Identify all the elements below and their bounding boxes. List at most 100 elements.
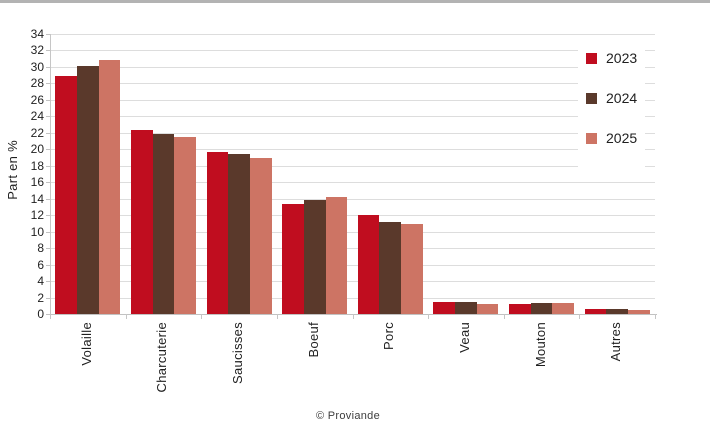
bar-volaille-2024 (76, 66, 99, 314)
bar-charcuterie-2025 (174, 136, 196, 314)
x-axis-line (50, 314, 657, 315)
gridline (50, 281, 655, 283)
x-tick-mark (655, 314, 656, 319)
gridline (50, 231, 655, 233)
x-tick-mark (201, 314, 203, 319)
gridline (50, 264, 655, 266)
bar-boeuf-2025 (325, 197, 348, 314)
gridline (50, 66, 655, 68)
y-tick-mark (46, 215, 50, 217)
legend-label: 2023 (606, 50, 638, 66)
y-tick-label: 22 (30, 125, 44, 140)
y-tick-label: 30 (30, 59, 44, 74)
y-tick-mark (46, 99, 50, 101)
x-category-label: Charcuterie (154, 322, 170, 393)
y-tick-mark (46, 297, 50, 299)
y-tick-label: 28 (30, 76, 44, 91)
legend-item-2024: 2024 (586, 90, 637, 106)
bar-saucisses-2024 (228, 154, 250, 314)
y-tick-label: 0 (37, 307, 44, 321)
bar-veau-2023 (433, 302, 456, 314)
y-tick-label: 18 (30, 158, 44, 173)
gridline (50, 215, 655, 217)
gridline (50, 165, 655, 167)
bar-porc-2023 (357, 215, 380, 314)
bar-porc-2025 (401, 224, 423, 314)
y-tick-label: 20 (30, 142, 44, 157)
y-tick-mark (46, 264, 50, 266)
y-tick-label: 34 (30, 27, 44, 41)
gridline (50, 149, 655, 151)
y-tick-label: 12 (30, 208, 44, 223)
bar-mouton-2023 (509, 304, 531, 314)
bar-boeuf-2023 (282, 204, 304, 314)
gridline (50, 297, 655, 299)
y-tick-mark (46, 281, 50, 283)
y-tick-label: 16 (30, 175, 44, 190)
y-tick-mark (46, 132, 50, 134)
bar-boeuf-2024 (303, 200, 326, 314)
legend-swatch-icon (586, 132, 597, 144)
y-tick-mark (46, 149, 50, 151)
x-tick-mark (503, 314, 505, 319)
gridline (50, 198, 655, 200)
y-tick-mark (46, 116, 50, 118)
y-tick-label: 6 (37, 257, 44, 272)
x-category-label: Volaille (78, 322, 94, 366)
bar-autres-2025 (628, 309, 650, 314)
y-tick-label: 14 (30, 191, 44, 206)
y-tick-mark (46, 248, 50, 250)
legend-label: 2025 (606, 130, 638, 146)
y-tick-label: 4 (37, 274, 44, 289)
y-tick-mark (46, 34, 50, 35)
x-tick-mark (352, 314, 354, 319)
legend: 2023 2024 2025 (578, 44, 646, 170)
legend-item-2025: 2025 (586, 130, 637, 146)
gridline (50, 116, 655, 118)
gridline (50, 132, 655, 134)
y-tick-mark (46, 182, 50, 184)
x-tick-mark (125, 314, 127, 319)
gridline (50, 34, 655, 35)
bar-charcuterie-2024 (152, 134, 175, 314)
bar-mouton-2024 (530, 303, 553, 314)
bar-saucisses-2025 (249, 158, 272, 314)
legend-swatch-icon (586, 92, 597, 104)
x-category-label: Autres (608, 322, 624, 362)
bar-volaille-2025 (98, 60, 121, 314)
x-category-label: Veau (456, 322, 472, 353)
bar-saucisses-2023 (206, 151, 229, 314)
bar-volaille-2023 (55, 76, 77, 314)
legend-swatch-icon (586, 52, 597, 64)
x-tick-mark (579, 314, 581, 319)
y-tick-mark (46, 314, 50, 315)
y-tick-label: 2 (37, 290, 44, 305)
gridline (50, 248, 655, 250)
y-tick-mark (46, 231, 50, 233)
top-strip (0, 0, 710, 3)
y-axis-line (50, 34, 51, 314)
x-tick-mark (276, 314, 278, 319)
x-tick-mark (50, 314, 51, 319)
gridline (50, 50, 655, 52)
x-category-label: Boeuf (305, 322, 321, 358)
y-tick-mark (46, 198, 50, 200)
y-tick-mark (46, 83, 50, 85)
gridline (50, 83, 655, 85)
y-tick-label: 10 (30, 224, 44, 239)
y-tick-mark (46, 66, 50, 68)
bar-autres-2024 (606, 309, 629, 314)
x-category-label: Porc (381, 322, 397, 350)
y-tick-mark (46, 165, 50, 167)
x-category-label: Mouton (532, 322, 548, 368)
x-tick-mark (428, 314, 430, 319)
gridline (50, 182, 655, 184)
y-tick-label: 24 (30, 109, 44, 124)
y-tick-label: 32 (30, 43, 44, 58)
legend-item-2023: 2023 (586, 50, 637, 66)
y-tick-label: 8 (37, 241, 44, 256)
bar-charcuterie-2023 (130, 129, 153, 314)
bar-autres-2023 (584, 309, 607, 314)
bar-mouton-2025 (552, 303, 575, 314)
